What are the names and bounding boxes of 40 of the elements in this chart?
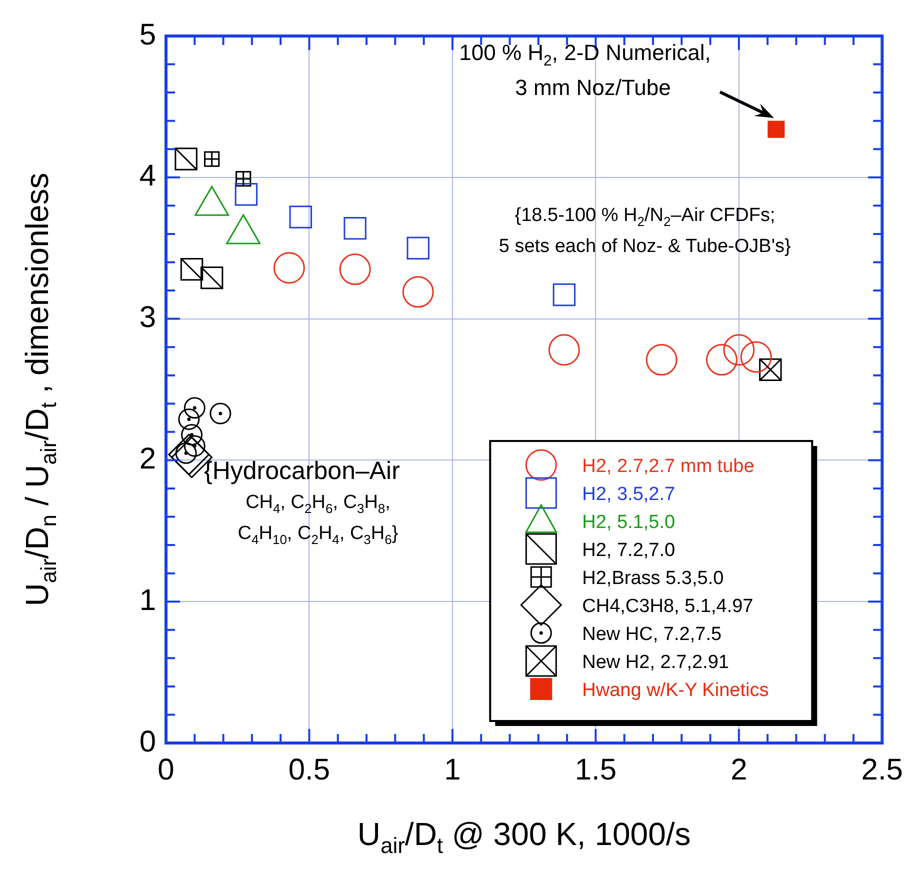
legend-label: CH4,C3H8, 5.1,4.97 bbox=[582, 596, 754, 618]
legend-label: H2, 2.7,2.7 mm tube bbox=[582, 456, 754, 478]
y-tick-label: 5 bbox=[139, 18, 156, 52]
point bbox=[740, 341, 772, 373]
x-tick-label: 2 bbox=[730, 753, 748, 786]
y-tick-label: 0 bbox=[139, 725, 156, 758]
point bbox=[723, 334, 755, 366]
point bbox=[289, 206, 312, 228]
x-tick-label: 2.5 bbox=[861, 753, 904, 786]
point bbox=[406, 236, 430, 260]
y-tick-label: 4 bbox=[139, 160, 156, 193]
x-tick-label: 1 bbox=[444, 753, 461, 786]
x-tick-label: 1.5 bbox=[574, 753, 617, 786]
point bbox=[768, 120, 785, 138]
legend-label: New H2, 2.7,2.91 bbox=[582, 652, 729, 674]
point bbox=[344, 216, 366, 240]
legend-label: New HC, 7.2,7.5 bbox=[582, 624, 722, 646]
legend-label: H2, 3.5,2.7 bbox=[582, 484, 676, 506]
point bbox=[178, 408, 200, 430]
point bbox=[646, 344, 678, 376]
point bbox=[181, 424, 203, 446]
legend-label: H2, 7.2,7.0 bbox=[582, 540, 676, 562]
y-tick-label: 3 bbox=[139, 301, 156, 334]
legend-label: Hwang w/K-Y Kinetics bbox=[582, 680, 769, 702]
x-tick-label: 0.5 bbox=[288, 753, 330, 786]
legend-label: H2,Brass 5.3,5.0 bbox=[582, 568, 724, 590]
y-tick-label: 2 bbox=[139, 442, 156, 476]
point bbox=[552, 283, 576, 306]
point bbox=[234, 183, 258, 206]
point bbox=[210, 402, 232, 424]
point bbox=[184, 397, 206, 419]
legend-label: H2, 5.1,5.0 bbox=[582, 512, 676, 534]
point bbox=[402, 276, 434, 308]
point bbox=[339, 254, 371, 286]
text: Uair/Dn / Uair/Dt , dimensionless bbox=[19, 172, 61, 606]
y-tick-label: 1 bbox=[139, 584, 156, 617]
point bbox=[706, 344, 738, 376]
point bbox=[758, 358, 782, 382]
point bbox=[273, 252, 305, 284]
point bbox=[548, 334, 580, 366]
